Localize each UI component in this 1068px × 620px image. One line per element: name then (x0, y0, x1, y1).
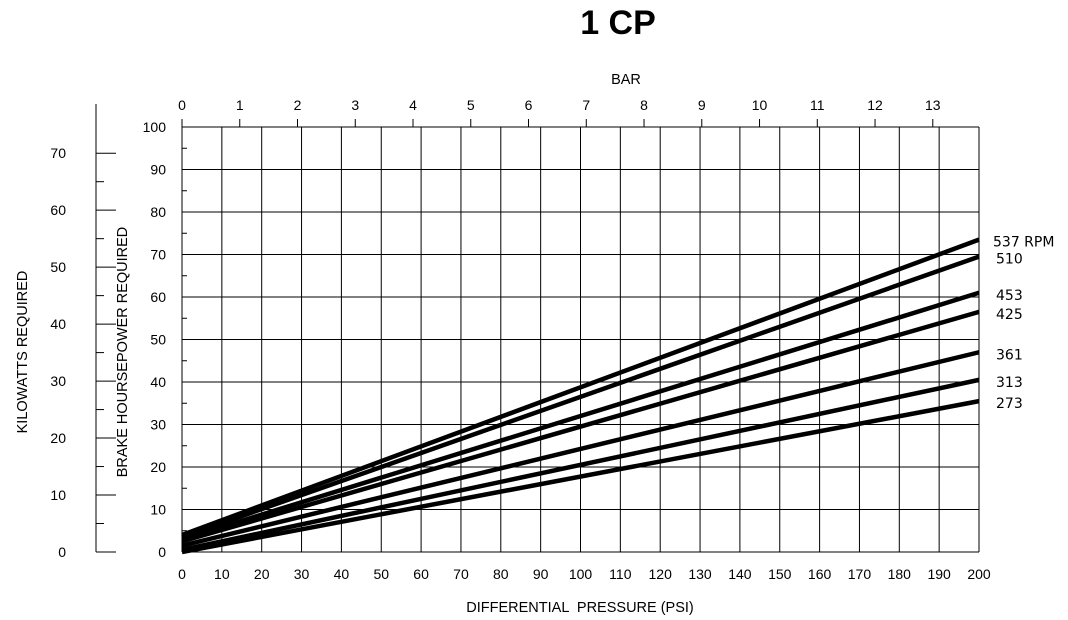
kilowatt-tick-label: 20 (50, 430, 66, 446)
bar-tick-label: 13 (925, 97, 941, 113)
series-line (181, 254, 980, 540)
bar-tick-label: 6 (525, 97, 533, 113)
y-tick-label: 0 (158, 544, 166, 560)
bar-tick-label: 11 (810, 97, 825, 113)
y-tick-label: 10 (150, 502, 166, 518)
x-tick-label: 30 (294, 566, 310, 582)
x-tick-label: 180 (888, 566, 912, 582)
x-tick-label: 170 (848, 566, 872, 582)
chart-title: 1 CP (580, 4, 656, 42)
series-line (181, 309, 980, 544)
bar-tick-label: 3 (351, 97, 359, 113)
bar-tick-label: 5 (467, 97, 475, 113)
bar-tick-label: 2 (294, 97, 302, 113)
kilowatt-tick-label: 70 (50, 145, 66, 161)
y-tick-label: 40 (150, 374, 166, 390)
x-axis-ticks: 0 10 20 30 40 50 60 70 80 90 100 110 120 130 140 150 160… (178, 566, 991, 582)
series-label: 537 RPM (993, 235, 1054, 251)
bar-tick-label: 8 (640, 97, 648, 113)
kilowatt-tick-label: 10 (50, 487, 66, 503)
x-tick-label: 190 (927, 566, 951, 582)
plot-grid (181, 126, 980, 553)
x-tick-label: 60 (413, 566, 429, 582)
kilowatt-tick-label: 50 (50, 259, 66, 275)
y-tick-label: 20 (150, 459, 166, 475)
bar-tick-label: 4 (409, 97, 417, 113)
y-tick-label: 80 (150, 204, 166, 220)
x-tick-label: 200 (967, 566, 991, 582)
x-tick-label: 100 (569, 566, 593, 582)
series-line (181, 237, 980, 538)
series-label: 453 (996, 288, 1023, 304)
series-label: 313 (996, 375, 1023, 391)
x-tick-label: 140 (728, 566, 752, 582)
x-tick-label: 80 (493, 566, 509, 582)
bar-tick-label: 7 (582, 97, 590, 113)
bar-tick-label: 9 (698, 97, 706, 113)
bar-axis-ticks: 0 1 2 3 4 5 6 7 8 9 10 11 12 13 (178, 97, 941, 127)
series-label: 510 (996, 252, 1023, 268)
series-label: 273 (996, 396, 1023, 412)
bar-axis-title: BAR (611, 72, 641, 88)
y-tick-label: 70 (150, 247, 166, 263)
y-tick-label: 90 (150, 162, 166, 178)
series-line (181, 350, 980, 548)
y-tick-label: 30 (150, 417, 166, 433)
x-tick-label: 110 (609, 566, 632, 582)
y-tick-label: 60 (150, 289, 166, 305)
x-tick-label: 130 (688, 566, 712, 582)
x-tick-label: 150 (768, 566, 792, 582)
x-tick-label: 40 (334, 566, 350, 582)
bar-tick-label: 1 (236, 97, 244, 113)
series-line (181, 377, 980, 553)
series-line (181, 290, 980, 542)
y-axis-title: BRAKE HOURSEPOWER REQUIRED (115, 227, 131, 478)
series-line (181, 398, 980, 555)
kilowatt-tick-label: 30 (50, 373, 66, 389)
y-axis-ticks: 0 10 20 30 40 50 60 70 80 90 100 (143, 119, 167, 560)
x-tick-label: 0 (178, 566, 186, 582)
bar-tick-label: 0 (178, 97, 186, 113)
x-tick-label: 90 (533, 566, 549, 582)
kilowatt-axis: 0 10 20 30 40 50 60 70 (50, 104, 116, 560)
bar-tick-label: 12 (867, 97, 883, 113)
bar-tick-label: 10 (752, 97, 768, 113)
x-tick-label: 10 (214, 566, 230, 582)
y-tick-label: 100 (143, 119, 167, 135)
x-tick-label: 120 (649, 566, 673, 582)
kilowatt-tick-label: 40 (50, 316, 66, 332)
kilowatt-tick-label: 60 (50, 202, 66, 218)
series-label: 425 (996, 307, 1023, 323)
series-label: 361 (996, 347, 1023, 363)
kilowatt-axis-title: KILOWATTS REQUIRED (15, 271, 31, 434)
x-tick-label: 160 (808, 566, 832, 582)
x-tick-label: 70 (453, 566, 469, 582)
kilowatt-tick-label: 0 (58, 544, 66, 560)
x-tick-label: 50 (373, 566, 389, 582)
x-tick-label: 20 (254, 566, 270, 582)
x-axis-title: DIFFERENTIAL PRESSURE (PSI) (466, 600, 693, 616)
series-lines (181, 237, 980, 555)
y-tick-label: 50 (150, 332, 166, 348)
